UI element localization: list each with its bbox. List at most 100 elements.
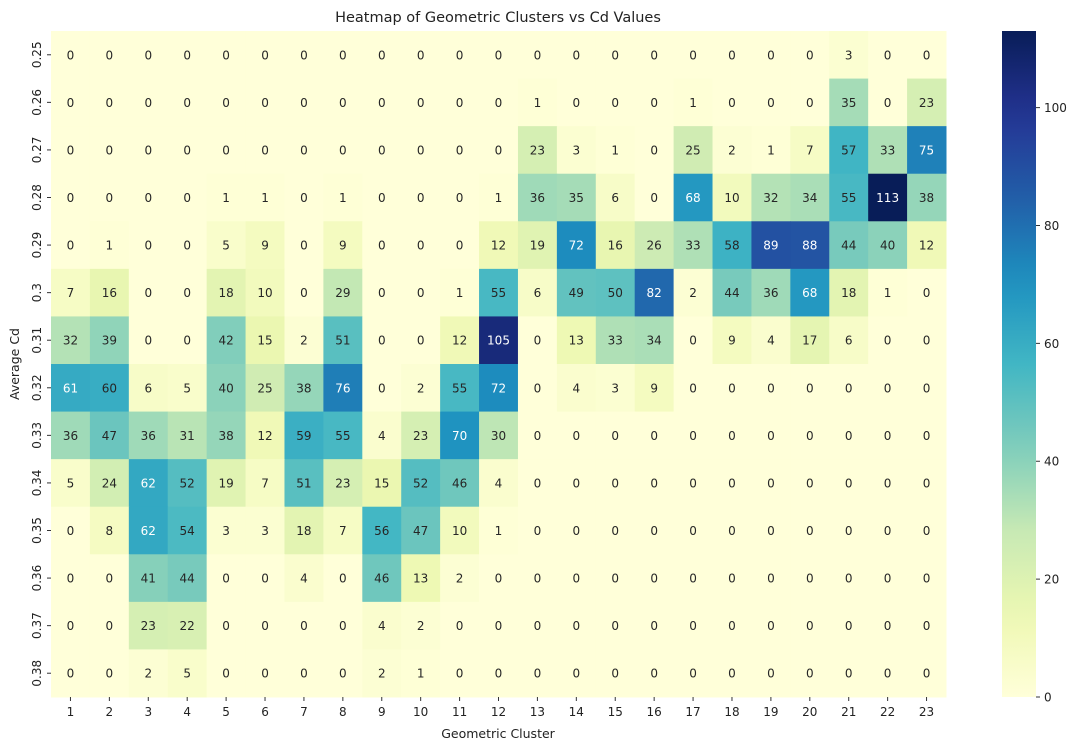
cell-value-label: 51 [296,476,311,490]
heatmap-cell [440,411,480,460]
cell-value-label: 0 [144,191,152,205]
heatmap-cell [284,316,324,365]
cell-value-label: 0 [611,619,619,633]
heatmap-cell [556,126,597,175]
cell-value-label: 36 [63,429,78,443]
heatmap-cell [51,126,91,175]
cell-value-label: 0 [806,572,814,586]
heatmap-cell [323,221,363,270]
cell-value-label: 10 [452,524,467,538]
heatmap-cell [89,411,130,460]
cell-value-label: 0 [222,143,230,157]
cell-value-label: 16 [102,286,117,300]
heatmap-cell [751,459,791,508]
heatmap-cell [595,316,636,365]
cell-value-label: 1 [417,667,425,681]
cell-value-label: 4 [378,619,386,633]
heatmap-cell [362,459,402,508]
heatmap-cell [440,554,480,603]
cell-value-label: 0 [144,334,152,348]
heatmap-cell [245,126,285,175]
cell-value-label: 0 [67,667,75,681]
heatmap-cell [284,268,324,317]
cell-value-label: 0 [806,524,814,538]
heatmap-cell [128,221,169,270]
cell-value-label: 0 [378,286,386,300]
colorbar-tick-label: 40 [1044,455,1059,469]
cell-value-label: 0 [806,381,814,395]
heatmap-cell [167,316,208,365]
heatmap-cell [89,268,130,317]
cell-value-label: 46 [452,476,467,490]
colorbar-tick-label: 20 [1044,573,1059,587]
cell-value-label: 0 [67,96,75,110]
heatmap-cell [128,506,169,555]
cell-value-label: 76 [335,381,350,395]
cell-value-label: 0 [767,429,775,443]
heatmap-cell [517,601,558,650]
heatmap-cell [595,459,636,508]
cell-value-label: 41 [141,572,156,586]
heatmap-cell [517,221,558,270]
cell-value-label: 0 [300,239,308,253]
heatmap-cell [245,316,285,365]
cell-value-label: 24 [102,476,117,490]
heatmap-cell [556,506,597,555]
heatmap-cell [362,173,402,222]
heatmap-cell [790,126,830,175]
cell-value-label: 0 [222,667,230,681]
heatmap-cell [868,364,908,413]
heatmap-cell [245,31,285,80]
heatmap-cell [89,316,130,365]
heatmap-cell [907,78,947,127]
cell-value-label: 0 [183,48,191,62]
cell-value-label: 44 [724,286,739,300]
cell-value-label: 0 [106,143,114,157]
colorbar [1002,31,1036,697]
cell-value-label: 0 [144,239,152,253]
cell-value-label: 0 [378,48,386,62]
cell-value-label: 12 [919,239,934,253]
cell-value-label: 1 [222,191,230,205]
heatmap-cell [790,364,830,413]
y-tick-label: 0.28 [30,184,44,211]
cell-value-label: 10 [257,286,272,300]
cell-value-label: 29 [335,286,350,300]
cell-value-label: 0 [144,143,152,157]
heatmap-cell [89,31,130,80]
colorbar-tick-label: 100 [1044,101,1067,115]
x-tick-label: 1 [67,705,75,719]
cell-value-label: 0 [300,48,308,62]
cell-value-label: 23 [335,476,350,490]
heatmap-cell [401,221,441,270]
cell-value-label: 0 [144,96,152,110]
heatmap-cell [128,173,169,222]
x-tick-label: 15 [608,705,623,719]
heatmap-cell [440,601,480,650]
cell-value-label: 7 [806,143,814,157]
cell-value-label: 0 [923,429,931,443]
heatmap-cell [440,221,480,270]
heatmap-cell [89,459,130,508]
cell-value-label: 0 [378,143,386,157]
cell-value-label: 0 [689,572,697,586]
heatmap-cell [128,126,169,175]
cell-value-label: 49 [569,286,584,300]
cell-value-label: 0 [222,96,230,110]
cell-value-label: 0 [106,667,114,681]
heatmap-cell [595,649,636,698]
heatmap-cell [829,649,869,698]
x-tick-label: 10 [413,705,428,719]
heatmap-cell [790,506,830,555]
cell-value-label: 0 [689,619,697,633]
cell-value-label: 0 [884,667,892,681]
cell-value-label: 0 [534,334,542,348]
cell-value-label: 0 [689,476,697,490]
heatmap-cell [206,221,247,270]
heatmap-cell [440,78,480,127]
cell-value-label: 0 [689,48,697,62]
heatmap-cell [907,459,947,508]
heatmap-cell [517,459,558,508]
heatmap-cell [712,601,752,650]
cell-value-label: 0 [495,572,503,586]
